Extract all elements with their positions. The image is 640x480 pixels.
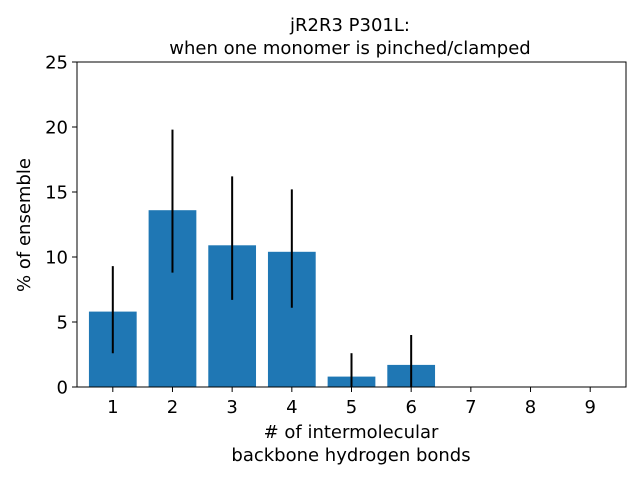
x-axis-label: # of intermolecular backbone hydrogen bo… — [231, 422, 470, 466]
x-tick-label-9: 9 — [584, 397, 595, 418]
x-tick-label-2: 2 — [167, 397, 178, 418]
x-axis-label-line-2: backbone hydrogen bonds — [231, 445, 470, 466]
y-tick-label-25: 25 — [45, 53, 68, 74]
y-tick-label-10: 10 — [45, 248, 68, 269]
x-tick-label-3: 3 — [226, 397, 237, 418]
chart-title-line-1: jR2R3 P301L: — [289, 15, 410, 36]
y-tick-label-15: 15 — [45, 183, 68, 204]
x-tick-label-8: 8 — [525, 397, 536, 418]
x-axis-ticks: 1 2 3 4 5 6 7 8 9 — [107, 387, 596, 418]
y-tick-label-20: 20 — [45, 118, 68, 139]
y-tick-label-5: 5 — [57, 313, 68, 334]
y-axis-ticks: 0 5 10 15 20 25 — [45, 53, 77, 399]
chart-title-line-2: when one monomer is pinched/clamped — [169, 38, 530, 59]
x-tick-label-1: 1 — [107, 397, 118, 418]
y-axis-label: % of ensemble — [14, 158, 35, 292]
y-tick-label-0: 0 — [57, 378, 68, 399]
bars-group — [88, 210, 436, 387]
x-tick-label-5: 5 — [346, 397, 357, 418]
chart-title: jR2R3 P301L: when one monomer is pinched… — [169, 15, 530, 59]
plot-frame — [76, 61, 627, 388]
error-bars-group — [111, 129, 413, 387]
x-tick-label-6: 6 — [405, 397, 416, 418]
x-tick-label-7: 7 — [465, 397, 476, 418]
x-tick-label-4: 4 — [286, 397, 297, 418]
x-axis-label-line-1: # of intermolecular — [264, 422, 439, 443]
